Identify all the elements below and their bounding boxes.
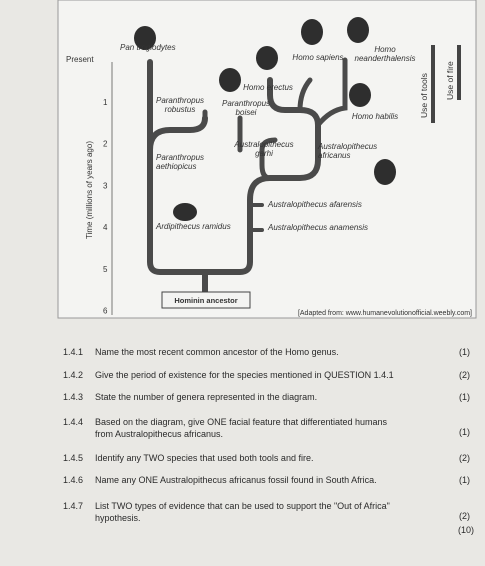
branch xyxy=(202,109,243,153)
source: [Adapted from: www.humanevolutionofficia… xyxy=(298,310,472,317)
branch xyxy=(267,77,321,128)
question-text: Identify any TWO species that used both … xyxy=(95,453,313,463)
head-icon xyxy=(374,159,396,185)
branch xyxy=(248,203,264,232)
question-text: List TWO types of evidence that can be u… xyxy=(95,501,390,511)
branch xyxy=(147,115,208,153)
fire-bar xyxy=(457,45,461,100)
head-icon xyxy=(256,46,278,70)
tools-bar xyxy=(431,45,435,123)
question-text: Name the most recent common ancestor of … xyxy=(95,347,339,357)
tree xyxy=(147,57,348,309)
species-label: Paranthropus xyxy=(156,153,204,162)
head-icon xyxy=(134,26,156,50)
branch xyxy=(297,57,348,128)
head-icons xyxy=(134,17,396,221)
species-label: Australopithecus xyxy=(233,140,293,149)
head-icon xyxy=(301,19,323,45)
species-label: neanderthalensis xyxy=(355,54,416,63)
question-text: from Australopithecus africanus. xyxy=(95,429,223,439)
tick-label: 3 xyxy=(103,181,108,190)
species-label: garhi xyxy=(255,149,273,158)
question-text: hypothesis. xyxy=(95,513,141,523)
species-label: Australopithecus xyxy=(317,142,377,151)
species-label: Paranthropus xyxy=(156,96,204,105)
tick-label: 6 xyxy=(103,307,108,316)
question-marks: (1) xyxy=(459,475,470,485)
ancestor-box xyxy=(161,291,251,309)
tools-label: Use of tools xyxy=(419,73,429,118)
fire-label: Use of fire xyxy=(445,61,455,100)
question-number: 1.4.4 xyxy=(63,417,83,427)
head-icon xyxy=(219,68,241,92)
question-text: Name any ONE Australopithecus africanus … xyxy=(95,475,377,485)
species-label: Homo habilis xyxy=(352,112,398,121)
species-label: Ardipithecus ramidus xyxy=(155,222,231,231)
species-labels: Pan troglodytes Homo sapiens Homoneanderth… xyxy=(120,43,415,232)
tick-label: 2 xyxy=(103,140,108,149)
tick-label: 5 xyxy=(103,265,108,274)
tick-labels: 1 2 3 4 5 6 xyxy=(103,98,108,316)
species-label: Homo xyxy=(374,45,396,54)
question-number: 1.4.2 xyxy=(63,370,83,380)
question-marks: (2) xyxy=(459,511,470,521)
question-marks: (1) xyxy=(459,347,470,357)
species-label: robustus xyxy=(165,105,196,114)
tick-label: 4 xyxy=(103,223,108,232)
present-label: Present xyxy=(66,55,94,64)
question-number: 1.4.6 xyxy=(63,475,83,485)
question-number: 1.4.7 xyxy=(63,501,83,511)
head-icon xyxy=(347,17,369,43)
species-label: Pan troglodytes xyxy=(120,43,176,52)
species-label: Homo sapiens xyxy=(292,53,343,62)
question-marks: (1) xyxy=(459,392,470,402)
question-marks: (2) xyxy=(459,453,470,463)
questions: 1.4.1 Name the most recent common ancesto… xyxy=(63,347,470,523)
species-label: boisei xyxy=(236,108,257,117)
question-text: Based on the diagram, give ONE facial fe… xyxy=(95,417,388,427)
species-label: africanus xyxy=(318,151,350,160)
species-label: Australopithecus anamensis xyxy=(267,223,368,232)
question-marks: (2) xyxy=(459,370,470,380)
question-number: 1.4.3 xyxy=(63,392,83,402)
axis-label: Time (millions of years ago) xyxy=(85,141,94,239)
species-label: Australopithecus afarensis xyxy=(267,200,362,209)
total-marks: (10) xyxy=(458,525,474,535)
head-icon xyxy=(173,203,197,221)
question-text: State the number of genera represented i… xyxy=(95,392,317,402)
species-label: Homo erectus xyxy=(243,83,293,92)
question-number: 1.4.5 xyxy=(63,453,83,463)
species-label: Paranthropus xyxy=(222,99,270,108)
question-text: Give the period of existence for the spe… xyxy=(95,370,394,380)
question-number: 1.4.1 xyxy=(63,347,83,357)
ancestor-label: Hominin ancestor xyxy=(174,296,237,305)
head-icon xyxy=(349,83,371,107)
question-marks: (1) xyxy=(459,427,470,437)
tick-label: 1 xyxy=(103,98,108,107)
species-label: aethiopicus xyxy=(156,162,196,171)
branch xyxy=(259,137,278,181)
